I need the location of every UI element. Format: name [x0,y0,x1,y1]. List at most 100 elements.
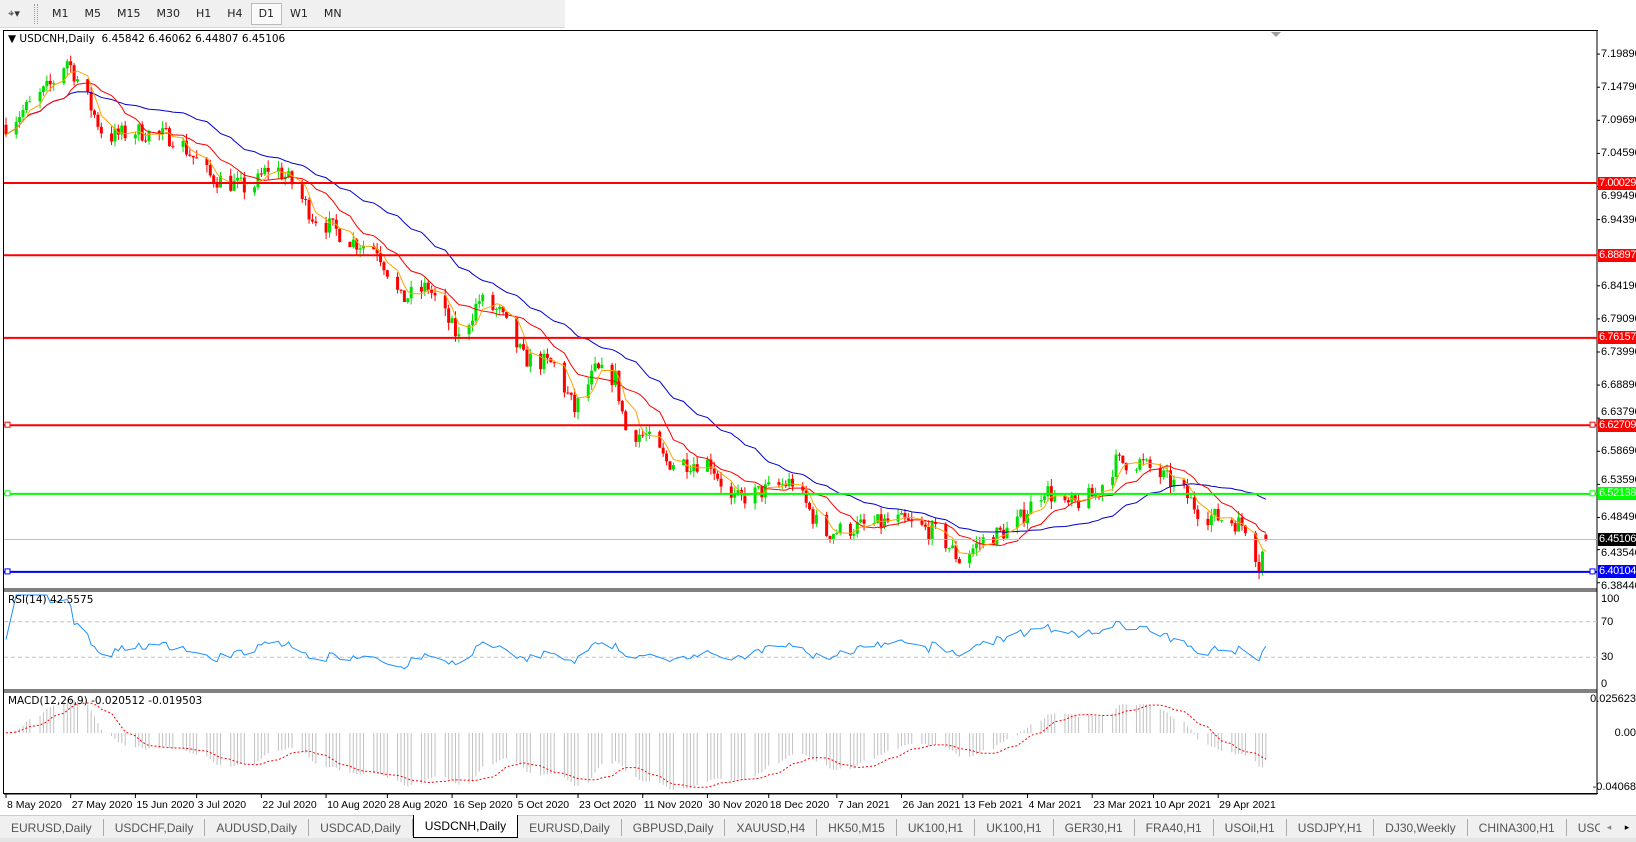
chart-tab[interactable]: USDJPY,H1 [1287,819,1375,836]
candle-body [447,308,451,323]
candle-body [903,512,907,519]
chart-tab[interactable]: GBPUSD,Daily [622,819,726,836]
price-tick-label: 6.79090 [1601,312,1636,325]
candle-body [522,344,526,350]
chart-tab[interactable]: EURUSD,Daily [518,819,622,836]
candle-body [276,167,280,172]
candle-body [457,334,461,337]
candle-body [855,522,859,534]
candle-body [355,239,359,250]
timeframe-w1[interactable]: W1 [290,7,308,20]
candle-body [1063,495,1067,501]
chart-tab[interactable]: USDCNH,Daily [412,815,519,838]
chart-tab[interactable]: USDCHF,Daily [104,819,206,836]
date-tick-label: 13 Feb 2021 [963,799,1023,811]
candle-body [191,155,195,158]
candle-body [927,526,931,540]
date-tick-label: 10 Apr 2021 [1154,799,1212,811]
candle-body [998,527,1002,530]
candle-body [1230,520,1234,524]
candle-body [300,184,304,199]
candle-body [399,289,403,291]
scroll-right-icon[interactable]: ▸ [1624,822,1630,833]
price-tick-label: 6.94390 [1601,213,1636,226]
candle-body [38,91,42,102]
timeframe-mn[interactable]: MN [323,7,342,20]
candle-body [409,286,413,299]
candle-body [757,486,761,488]
candle-body [188,154,192,156]
candle-body [69,61,73,66]
candle-body [515,317,519,348]
timeframe-h4[interactable]: H4 [227,7,243,20]
chart-shift-marker-icon [1271,32,1281,37]
candle-body [72,65,76,82]
candle-body [954,545,958,560]
timeframe-d1[interactable]: D1 [250,2,283,25]
timeframe-m1[interactable]: M1 [52,7,69,20]
chart-tab[interactable]: USOil,H1 [1214,819,1287,836]
candle-body [1209,515,1213,526]
candle-body [930,522,934,540]
chart-tab[interactable]: XAUUSD,H4 [725,819,818,836]
chart-tab[interactable]: UK100,H1 [975,819,1054,836]
candle-body [637,434,641,442]
candle-body [671,465,675,470]
candle-body [1039,500,1043,502]
chart-tab[interactable]: GER30,H1 [1054,819,1135,836]
candle-body [1192,497,1196,510]
candle-body [385,270,389,277]
candle-body [859,519,863,523]
crosshair-tool-icon[interactable]: ⌖▾ [8,6,20,20]
candle-body [338,228,342,242]
candle-body [41,86,45,92]
candle-body [981,537,985,544]
timeframe-list: M1 M5 M15 M30 H1 H4 D1 W1 MN [44,2,350,25]
candle-body [171,146,175,148]
scroll-left-icon[interactable]: ◂ [1606,822,1612,833]
timeframe-h1[interactable]: H1 [196,7,212,20]
chart-tab[interactable]: HK50,M15 [817,819,897,836]
candle-body [65,61,69,69]
chart-tab[interactable]: USDCAD,Daily [309,819,413,836]
candle-body [379,253,383,263]
candle-body [787,478,791,487]
candle-body [920,520,924,525]
candle-body [882,518,886,528]
candle-body [1189,497,1193,499]
candle-body [1243,525,1247,533]
timeframe-m5[interactable]: M5 [84,7,102,20]
candle-body [331,218,335,220]
candle-body [362,245,366,249]
chart-tab[interactable]: CHINA300,H1 [1468,819,1567,836]
candle-body [419,286,423,292]
chart-tab[interactable]: AUDUSD,Daily [205,819,310,836]
candle-body [21,110,25,117]
candle-body [474,303,478,321]
date-tick-label: 26 Jan 2021 [902,799,961,811]
level-price-label: 6.62709 [1598,418,1636,432]
timeframe-m15[interactable]: M15 [117,7,141,20]
candle-body [375,249,379,254]
candle-body [876,514,880,523]
candle-body [951,545,955,548]
level-price-label: 6.52138 [1598,487,1636,501]
chart-tab[interactable]: FRA40,H1 [1135,819,1214,836]
chart-tab[interactable]: EURUSD,Daily [0,819,104,836]
candle-body [1169,470,1173,487]
date-tick-label: 4 Mar 2021 [1028,799,1082,811]
candle-body [423,282,427,292]
candle-body [716,473,720,479]
toolbar-grip[interactable] [34,3,38,24]
chart-tab[interactable]: UK100,H1 [897,819,976,836]
candle-body [910,520,914,522]
candle-body [593,363,597,371]
timeframe-m30[interactable]: M30 [156,7,181,20]
candle-body [709,459,713,469]
candle-body [1053,495,1057,502]
candle-body [467,325,471,335]
candle-body [658,431,662,448]
collapse-triangle-icon[interactable]: ▼ [8,33,17,45]
chart-tab[interactable]: DJ30,Weekly [1374,819,1468,836]
